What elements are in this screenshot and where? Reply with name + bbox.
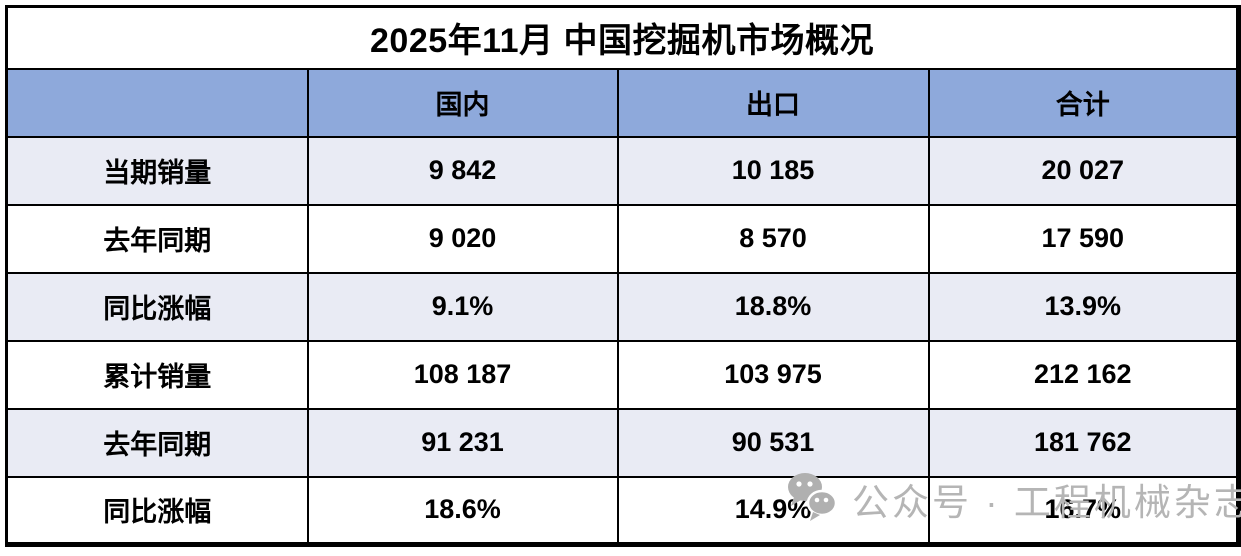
cell-value: 212 162	[927, 339, 1240, 410]
row-label: 同比涨幅	[5, 475, 309, 546]
cell-value: 8 570	[616, 203, 930, 274]
row-label: 累计销量	[5, 339, 309, 410]
market-overview-table: 2025年11月 中国挖掘机市场概况 国内 出口 合计 当期销量 9 842 1…	[5, 5, 1241, 547]
cell-value: 18.8%	[616, 271, 930, 342]
table-row-yoy-growth: 同比涨幅 9.1% 18.8% 13.9%	[5, 271, 1240, 342]
cell-value: 9.1%	[306, 271, 619, 342]
cell-value: 16.7%	[927, 475, 1240, 546]
cell-value: 18.6%	[306, 475, 619, 546]
row-label: 去年同期	[5, 203, 309, 274]
row-label: 去年同期	[5, 407, 309, 478]
page-title: 2025年11月 中国挖掘机市场概况	[5, 5, 1240, 70]
cell-value: 9 842	[306, 135, 619, 206]
cell-value: 10 185	[616, 135, 930, 206]
table-row-current-sales: 当期销量 9 842 10 185 20 027	[5, 135, 1240, 206]
cell-value: 103 975	[616, 339, 930, 410]
cell-value: 14.9%	[616, 475, 930, 546]
cell-value: 90 531	[616, 407, 930, 478]
cell-value: 181 762	[927, 407, 1240, 478]
cell-value: 91 231	[306, 407, 619, 478]
column-header-export: 出口	[616, 67, 930, 138]
column-header-empty	[5, 67, 309, 138]
table-row-cumulative-yoy-growth: 同比涨幅 18.6% 14.9% 16.7%	[5, 475, 1240, 546]
cell-value: 20 027	[927, 135, 1240, 206]
cell-value: 9 020	[306, 203, 619, 274]
cell-value: 108 187	[306, 339, 619, 410]
row-label: 同比涨幅	[5, 271, 309, 342]
row-label: 当期销量	[5, 135, 309, 206]
table-row-last-year-cumulative: 去年同期 91 231 90 531 181 762	[5, 407, 1240, 478]
table-row-cumulative-sales: 累计销量 108 187 103 975 212 162	[5, 339, 1240, 410]
column-header-domestic: 国内	[306, 67, 619, 138]
cell-value: 17 590	[927, 203, 1240, 274]
cell-value: 13.9%	[927, 271, 1240, 342]
column-header-total: 合计	[927, 67, 1240, 138]
table-row-last-year-same-period: 去年同期 9 020 8 570 17 590	[5, 203, 1240, 274]
